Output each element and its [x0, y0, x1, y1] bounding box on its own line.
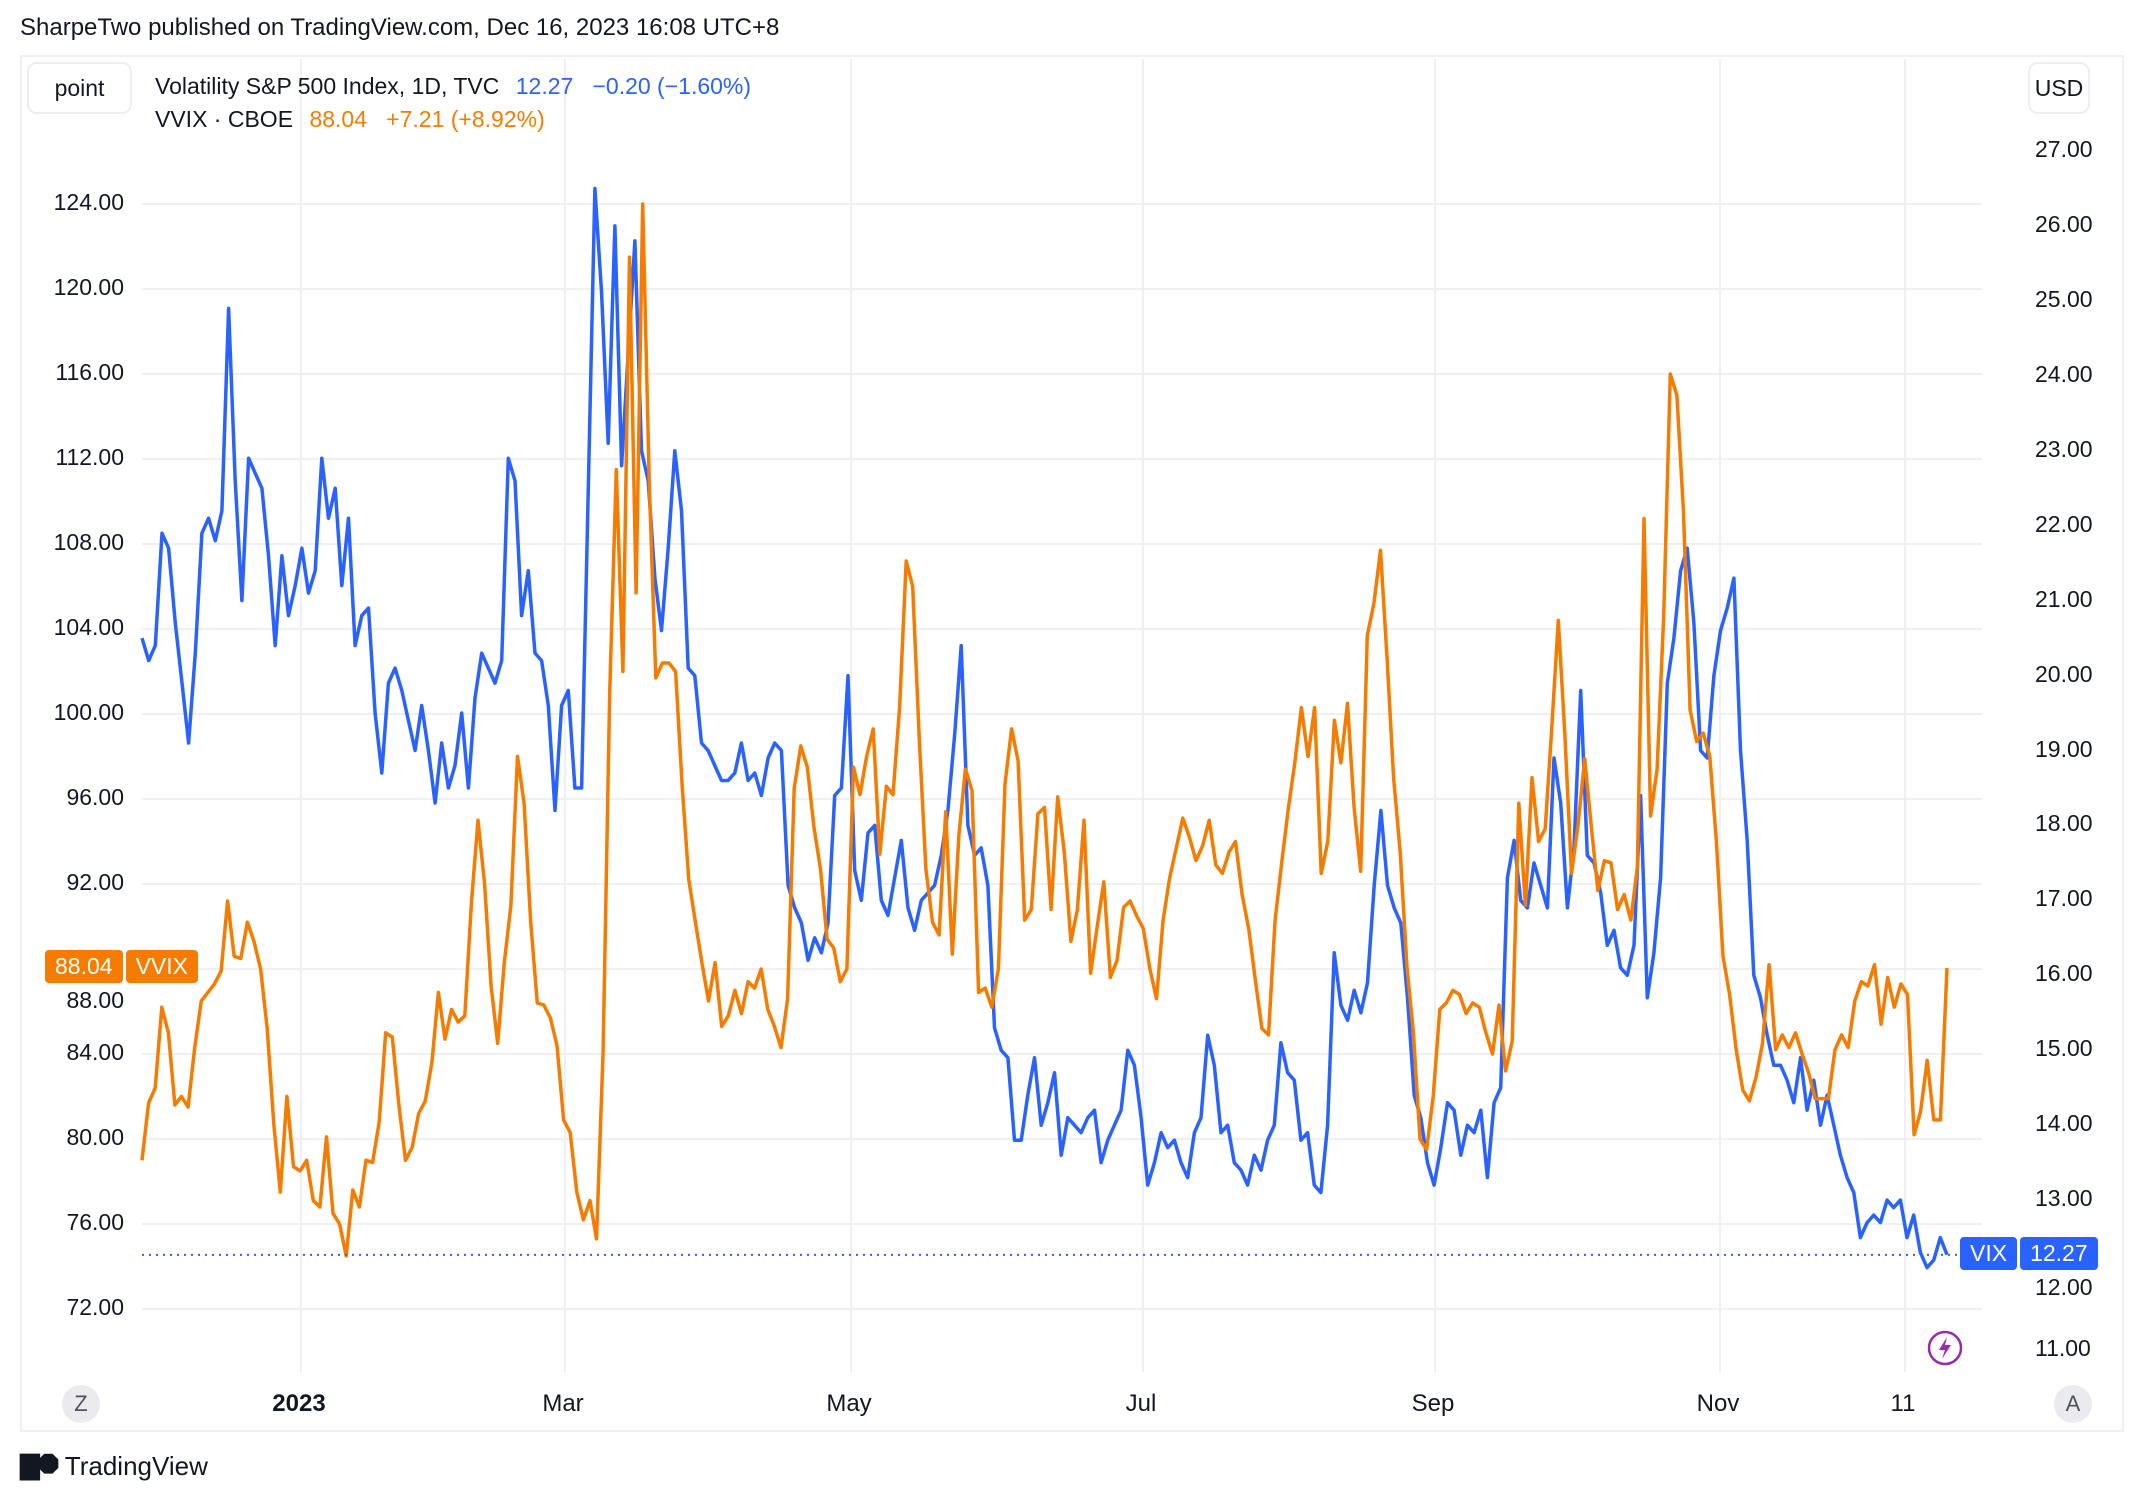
time-axis-tick: Nov: [1696, 1390, 1740, 1417]
right-axis-tick: 14.00: [2035, 1110, 2093, 1137]
time-axis-tick: May: [826, 1390, 872, 1417]
zoom-reset-button[interactable]: Z: [62, 1385, 100, 1423]
time-axis-tick: Mar: [542, 1390, 584, 1417]
right-axis-tick: 11.00: [2035, 1335, 2091, 1361]
right-axis-tick: 15.00: [2035, 1035, 2093, 1062]
left-axis-tick: 76.00: [66, 1209, 124, 1235]
legend-row-vix[interactable]: Volatility S&P 500 Index, 1D, TVC 12.27 …: [155, 70, 751, 103]
vix-price-tag-label: VIX: [1960, 1236, 2018, 1270]
footer-brand[interactable]: ▇⯃ TradingView: [20, 1450, 208, 1482]
time-axis-tick: Jul: [1125, 1390, 1157, 1417]
left-axis-tick: 84.00: [66, 1039, 124, 1065]
right-axis-tick: 24.00: [2035, 360, 2093, 387]
currency-button[interactable]: USD: [2028, 62, 2090, 114]
vix-price-tag-value: 12.27: [2020, 1236, 2098, 1270]
right-axis-tick: 26.00: [2035, 210, 2093, 237]
right-axis-tick: 17.00: [2035, 885, 2093, 912]
legend-vvix-name: VVIX · CBOE: [155, 106, 294, 132]
right-axis-tick: 12.00: [2035, 1273, 2093, 1300]
left-axis-tick: 124.00: [53, 189, 124, 215]
left-axis-tick: 120.00: [53, 274, 124, 300]
series-line-vix: [140, 186, 1949, 1270]
right-axis-tick: 18.00: [2035, 810, 2093, 837]
right-axis-tick: 25.00: [2035, 285, 2093, 312]
left-axis-tick: 96.00: [66, 784, 124, 810]
legend-vix-name: Volatility S&P 500 Index, 1D, TVC: [155, 73, 500, 99]
lightning-icon[interactable]: [1927, 1330, 1963, 1366]
auto-scale-button[interactable]: A: [2054, 1385, 2092, 1423]
right-axis-tick: 16.00: [2035, 960, 2093, 987]
right-axis-tick: 23.00: [2035, 435, 2093, 462]
tradingview-logo-icon: ▇⯃: [20, 1450, 59, 1480]
chart-plot[interactable]: [22, 57, 2122, 1430]
left-axis-tick: 104.00: [53, 614, 124, 640]
left-axis-tick: 80.00: [66, 1124, 124, 1150]
legend-vix-last: 12.27: [515, 73, 574, 99]
left-axis-tick: 92.00: [66, 869, 124, 895]
right-axis-tick: 21.00: [2035, 585, 2093, 612]
legend-vix-change: −0.20 (−1.60%): [592, 73, 752, 99]
left-axis-tick: 100.00: [53, 699, 124, 725]
chart-frame[interactable]: [20, 55, 2124, 1432]
vvix-price-tag-label: VVIX: [125, 950, 198, 984]
legend-vvix-change: +7.21 (+8.92%): [386, 106, 545, 132]
time-axis-tick: 11: [1890, 1390, 1916, 1417]
left-axis-tick: 88.00: [66, 987, 124, 1014]
right-axis-tick: 19.00: [2035, 735, 2093, 762]
legend-vvix-last: 88.04: [309, 106, 367, 132]
left-axis-tick: 108.00: [53, 529, 124, 555]
vvix-price-tag-value: 88.04: [45, 950, 123, 984]
legend-row-vvix[interactable]: VVIX · CBOE 88.04 +7.21 (+8.92%): [155, 103, 751, 136]
scale-mode-button[interactable]: point: [27, 62, 132, 114]
right-axis-tick: 20.00: [2035, 660, 2093, 687]
left-axis-tick: 72.00: [66, 1294, 124, 1320]
series-line-vvix: [140, 202, 1949, 1258]
right-axis-tick: 13.00: [2035, 1185, 2093, 1212]
right-axis-tick: 22.00: [2035, 510, 2093, 537]
chart-legend: Volatility S&P 500 Index, 1D, TVC 12.27 …: [155, 70, 751, 136]
left-axis-tick: 116.00: [55, 359, 124, 385]
time-axis-tick: Sep: [1411, 1390, 1455, 1417]
vix-price-tag: VIX 12.27: [1960, 1236, 2098, 1270]
time-axis-tick: 2023: [272, 1390, 326, 1417]
vvix-price-tag: 88.04 VVIX: [45, 950, 198, 984]
left-axis-tick: 112.00: [55, 444, 124, 470]
right-axis-tick: 27.00: [2035, 136, 2093, 162]
footer-brand-text: TradingView: [64, 1450, 208, 1481]
publish-attribution: SharpeTwo published on TradingView.com, …: [20, 14, 780, 41]
